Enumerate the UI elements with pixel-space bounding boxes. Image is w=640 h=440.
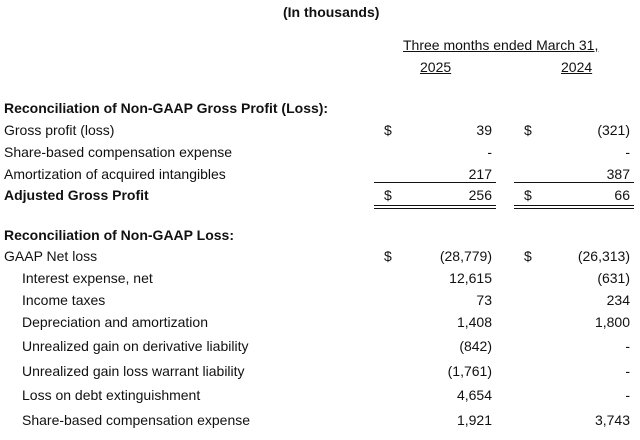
subtotal-rule xyxy=(514,182,634,183)
value-2025: (28,779) xyxy=(439,248,492,264)
value-2025: 256 xyxy=(468,187,492,203)
value-2025: 1,921 xyxy=(456,412,492,428)
value-2024: 3,743 xyxy=(594,412,630,428)
double-rule xyxy=(514,205,634,206)
value-2025: (842) xyxy=(459,338,492,354)
column-header-2025: 2025 xyxy=(420,59,452,75)
dollar-sign: $ xyxy=(524,187,532,203)
row-label: Depreciation and amortization xyxy=(22,314,208,330)
row-label: Amortization of acquired intangibles xyxy=(4,166,226,182)
dollar-sign: $ xyxy=(524,122,532,138)
double-rule xyxy=(374,205,496,206)
value-2025: 12,615 xyxy=(449,270,492,286)
row-label: Unrealized gain on derivative liability xyxy=(22,338,249,354)
value-2024: - xyxy=(625,144,630,160)
row-label: Income taxes xyxy=(22,292,106,308)
value-2024: - xyxy=(625,363,630,379)
row-label: GAAP Net loss xyxy=(4,248,98,264)
value-2024: (631) xyxy=(597,270,630,286)
double-rule xyxy=(514,208,634,209)
gross-profit-section-title: Reconciliation of Non-GAAP Gross Profit … xyxy=(4,100,329,116)
row-label: Interest expense, net xyxy=(22,270,153,286)
value-2025: 39 xyxy=(476,122,492,138)
value-2024: 66 xyxy=(614,187,630,203)
value-2024: - xyxy=(625,338,630,354)
value-2024: (26,313) xyxy=(577,248,630,264)
row-label: Unrealized gain loss warrant liability xyxy=(22,363,245,379)
row-label: Loss on debt extinguishment xyxy=(22,387,201,403)
value-2024: 1,800 xyxy=(594,314,630,330)
row-label-total: Adjusted Gross Profit xyxy=(4,187,149,203)
dollar-sign: $ xyxy=(524,248,532,264)
value-2024: (321) xyxy=(597,122,630,138)
double-rule xyxy=(374,208,496,209)
row-label: Share-based compensation expense xyxy=(4,144,233,160)
subtotal-rule xyxy=(374,182,496,183)
value-2025: 73 xyxy=(476,292,492,308)
dollar-sign: $ xyxy=(384,122,392,138)
dollar-sign: $ xyxy=(384,187,392,203)
value-2024: - xyxy=(625,387,630,403)
period-heading: Three months ended March 31, xyxy=(403,37,599,53)
row-label: Share-based compensation expense xyxy=(22,412,251,428)
value-2025: - xyxy=(487,144,492,160)
loss-section-title: Reconciliation of Non-GAAP Loss: xyxy=(4,227,234,243)
value-2025: 4,654 xyxy=(456,387,492,403)
dollar-sign: $ xyxy=(384,248,392,264)
value-2024: 234 xyxy=(606,292,630,308)
column-header-2024: 2024 xyxy=(561,59,593,75)
row-label: Gross profit (loss) xyxy=(4,122,115,138)
value-2025: 1,408 xyxy=(456,314,492,330)
value-2024: 387 xyxy=(606,166,630,182)
value-2025: 217 xyxy=(468,166,492,182)
value-2025: (1,761) xyxy=(447,363,492,379)
units-heading: (In thousands) xyxy=(283,4,380,20)
